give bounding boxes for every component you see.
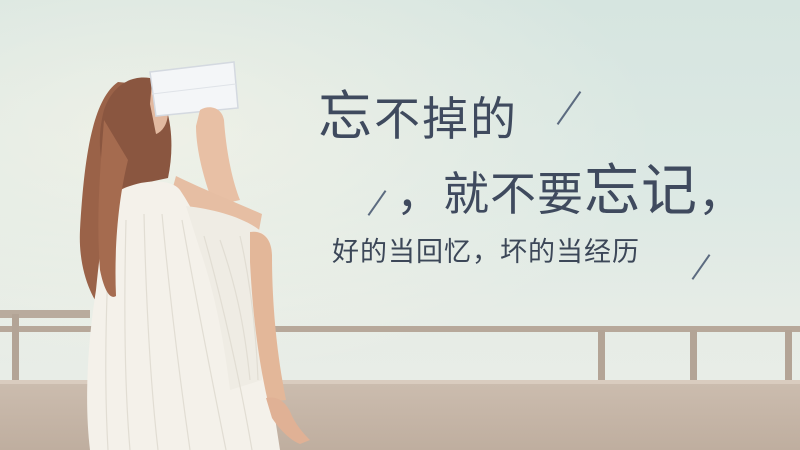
decorative-slash xyxy=(556,91,582,125)
decorative-slash xyxy=(367,190,387,216)
quote-line-2-end-comma: ， xyxy=(698,167,745,221)
decorative-slash xyxy=(691,254,711,280)
quote-line-3: 好的当回忆，坏的当经历 xyxy=(332,237,640,268)
quote-line-2-lead-comma: ， xyxy=(396,167,443,221)
railing-post xyxy=(690,330,697,384)
rooftop-ledge-edge xyxy=(0,380,800,385)
railing-post xyxy=(785,330,792,384)
quote-line-1-rest: 不掉的 xyxy=(374,92,518,146)
quote-line-1: 忘不掉的 xyxy=(318,72,518,151)
quote-line-2-emphasis: 忘记 xyxy=(584,159,698,224)
railing-post xyxy=(598,330,605,384)
railing-post xyxy=(12,314,19,384)
quote-line-1-emphasis: 忘 xyxy=(318,85,374,148)
quote-line-2: ，就不要忘记， xyxy=(396,146,745,227)
railing-top-bar xyxy=(0,326,800,332)
quote-line-2-text: 就不要 xyxy=(443,167,584,221)
railing-left-bar xyxy=(0,310,90,318)
